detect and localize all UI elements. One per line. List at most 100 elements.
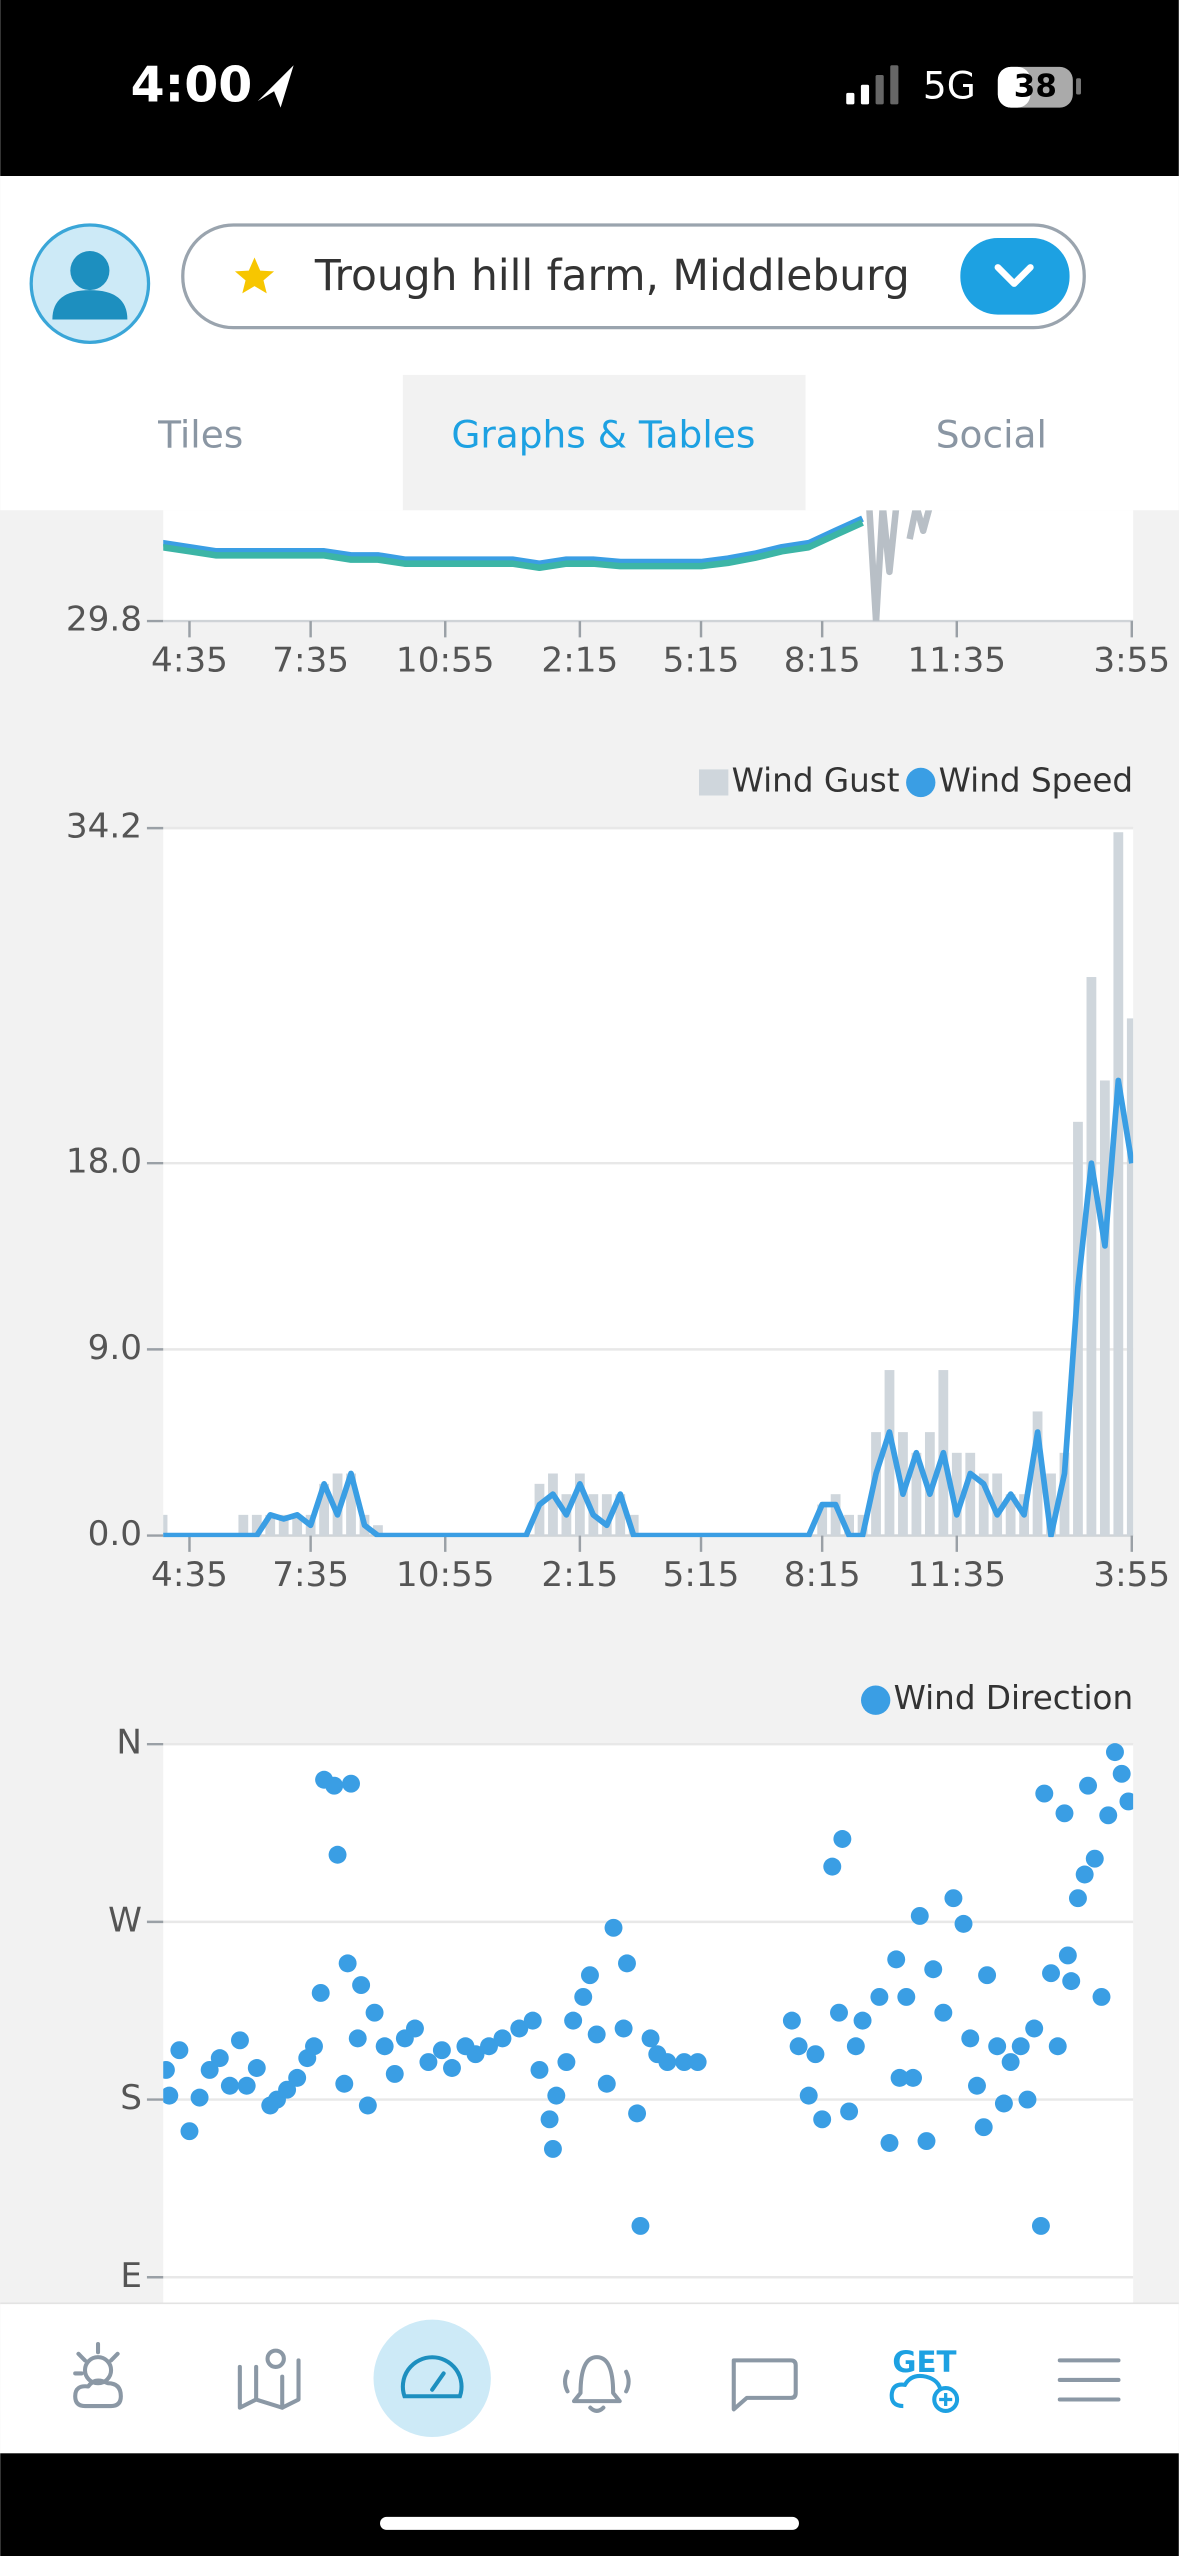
point	[328, 1845, 347, 1864]
tab[interactable]: Graphs & Tables	[451, 412, 755, 456]
bar	[1126, 1018, 1134, 1536]
point	[365, 2003, 384, 2022]
point	[190, 2088, 209, 2107]
dashboard-icon	[400, 2355, 464, 2399]
location-arrow	[257, 65, 294, 108]
map-icon[interactable]	[237, 2348, 301, 2410]
point	[887, 1950, 906, 1969]
point	[385, 2064, 404, 2083]
dashboard-active-bg[interactable]	[373, 2319, 491, 2438]
location-selector[interactable]	[181, 223, 1086, 330]
point	[799, 2086, 818, 2105]
bar	[951, 1452, 962, 1536]
network: 5G	[923, 64, 976, 108]
x-tick-label: 7:35	[272, 1555, 349, 1595]
point	[587, 2025, 606, 2044]
y-tick-label: S	[120, 2078, 142, 2118]
x-tick-label: 2:15	[541, 1555, 618, 1595]
bar	[238, 1514, 249, 1536]
point	[846, 2037, 865, 2056]
point	[325, 1776, 344, 1795]
menu-icon[interactable]	[1057, 2358, 1121, 2402]
point	[1068, 1889, 1087, 1908]
bar	[1099, 1080, 1110, 1536]
point	[557, 2053, 576, 2072]
point	[618, 1954, 636, 1973]
plot	[163, 510, 933, 622]
battery-percent: 38	[1014, 69, 1057, 105]
bottom-nav	[0, 2303, 1179, 2454]
get-label[interactable]: GET	[892, 2345, 956, 2379]
legend-label: Wind Speed	[939, 761, 1133, 799]
x-tick-label: 11:35	[907, 1555, 1006, 1595]
point	[305, 2037, 323, 2056]
tab[interactable]: Tiles	[157, 412, 243, 456]
point	[994, 2094, 1013, 2113]
dropdown-button[interactable]	[960, 237, 1070, 315]
x-tick-label: 5:15	[663, 1555, 740, 1595]
chart: 0.0 9.0 18.0 34.2 4:35 7:35 10:55 2:15 5:15 8:15 1…	[66, 761, 1170, 1594]
point	[1001, 2053, 1020, 2072]
bar	[817, 1504, 828, 1536]
point	[493, 2029, 512, 2048]
x-tick-label: 11:35	[907, 640, 1006, 680]
home-indicator	[380, 2516, 799, 2530]
point	[338, 1954, 357, 1973]
point	[580, 1966, 599, 1985]
x-tick-label: 4:35	[151, 640, 228, 680]
point	[1031, 2216, 1050, 2235]
active-tab-bg	[402, 374, 806, 511]
point	[342, 1774, 360, 1793]
alerts-icon[interactable]	[563, 2355, 631, 2413]
point	[641, 2029, 660, 2048]
y-tick-label: 0.0	[88, 1514, 142, 1554]
bar	[1032, 1411, 1043, 1536]
plot-area	[163, 828, 1134, 1536]
point	[1075, 1865, 1094, 1884]
y-tick-label: E	[120, 2256, 142, 2296]
point	[1055, 1804, 1074, 1823]
tabs: Tiles Graphs & Tables Social	[157, 412, 1047, 456]
point	[631, 2216, 650, 2235]
bar	[574, 1473, 585, 1536]
chart: N W S E Wind Direction	[108, 1679, 1134, 2304]
point	[1085, 1849, 1104, 1868]
chat-icon[interactable]	[731, 2358, 798, 2412]
point	[833, 1830, 852, 1848]
bar	[830, 1494, 841, 1536]
point	[614, 2019, 633, 2038]
get-plus-sign	[939, 2392, 953, 2407]
point	[358, 2096, 377, 2115]
x-tick-label: 3:55	[1093, 1555, 1170, 1595]
bar	[319, 1483, 329, 1536]
legend-marker	[699, 769, 729, 796]
status-bar	[0, 0, 1179, 177]
plot-area	[163, 1744, 1134, 2304]
point	[870, 1987, 889, 2006]
weather-icon[interactable]	[73, 2342, 123, 2409]
point	[675, 2053, 694, 2072]
point	[897, 1987, 916, 2006]
point	[853, 2011, 872, 2030]
point	[688, 2053, 707, 2072]
favorite-star	[234, 257, 275, 294]
point	[904, 2068, 923, 2087]
point	[480, 2037, 498, 2056]
avatar-body	[52, 290, 128, 320]
battery-level	[997, 66, 1031, 108]
point	[840, 2102, 859, 2121]
legend-marker	[861, 1685, 891, 1715]
point	[348, 2029, 367, 2048]
bar	[251, 1514, 262, 1536]
bar	[1086, 977, 1097, 1536]
point	[910, 1907, 929, 1925]
line	[163, 515, 864, 567]
y-tick-label: 34.2	[66, 807, 142, 847]
line	[163, 519, 864, 572]
point	[806, 2045, 825, 2064]
tab[interactable]: Social	[936, 412, 1047, 456]
legend-label: Wind Gust	[732, 761, 900, 799]
point	[813, 2110, 832, 2129]
y-tick-label: N	[116, 1723, 142, 1763]
